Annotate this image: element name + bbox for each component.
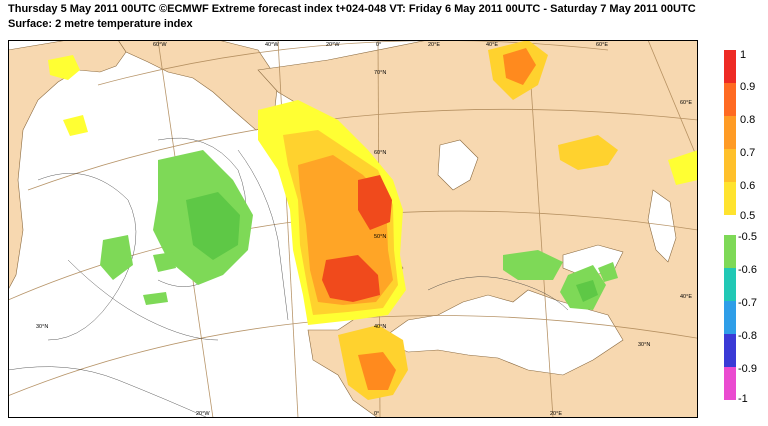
legend-tick-neg-0-6: -0.6 — [738, 264, 757, 276]
legend-tick-neg-0-8: -0.8 — [738, 330, 757, 342]
legend-warm-4 — [724, 149, 736, 182]
legend-cold-5 — [724, 367, 736, 400]
grid-label-0-bottom: 0° — [374, 411, 379, 417]
grid-label-40n: 40°N — [374, 324, 386, 330]
canada-land — [8, 40, 127, 291]
legend-cold-2 — [724, 268, 736, 301]
warm-anomaly-eurasia-east — [668, 150, 698, 185]
mediterranean-sea — [379, 289, 624, 376]
cold-anomaly-eastern-med — [598, 262, 618, 282]
grid-label-40e-right: 40°E — [680, 294, 692, 300]
legend-warm-2 — [724, 83, 736, 116]
legend-tick-neg-1: -1 — [738, 393, 748, 404]
grid-label-40w-top: 40°W — [265, 42, 279, 48]
cold-anomaly-mid-atlantic — [143, 292, 168, 305]
warm-anomaly-red-north — [358, 175, 392, 230]
colour-legend: 1 0.9 0.8 0.7 0.6 0.5 -0.5 -0.6 -0.7 -0.… — [724, 49, 757, 404]
grid-label-0-top: 0° — [376, 42, 381, 48]
warm-anomaly-canada-small — [48, 55, 80, 80]
legend-tick-neg-0-5: -0.5 — [738, 231, 757, 243]
legend-tick-neg-0-7: -0.7 — [738, 297, 757, 309]
legend-tick-0-9: 0.9 — [740, 81, 755, 93]
legend-warm-3 — [724, 116, 736, 149]
grid-label-60w-top: 60°W — [153, 42, 167, 48]
legend-cold-1 — [724, 235, 736, 268]
warm-anomaly-canada-west — [63, 115, 88, 136]
legend-cold-3 — [724, 301, 736, 334]
cold-anomaly-turkey-core — [576, 280, 598, 302]
legend-warm-1 — [724, 50, 736, 83]
grid-label-20w-top: 20°W — [326, 42, 340, 48]
grid-label-60n: 60°N — [374, 150, 386, 156]
baltic-sea — [437, 139, 479, 191]
warm-anomaly-red-biscay — [322, 255, 380, 302]
cold-anomaly-atlantic-core — [186, 192, 240, 260]
grid-label-30n-left: 30°N — [36, 324, 48, 330]
greenland-land — [117, 40, 279, 131]
legend-tick-0-5: 0.5 — [740, 210, 755, 222]
grid-label-60e-top: 60°E — [596, 42, 608, 48]
grid-label-70n: 70°N — [374, 70, 386, 76]
header-title: Thursday 5 May 2011 00UTC ©ECMWF Extreme… — [8, 3, 696, 15]
grid-label-20e-top: 20°E — [428, 42, 440, 48]
legend-tick-0-8: 0.8 — [740, 114, 755, 126]
header-subtitle: Surface: 2 metre temperature index — [8, 18, 193, 30]
legend-tick-0-7: 0.7 — [740, 147, 755, 159]
legend-tick-0-6: 0.6 — [740, 180, 755, 192]
grid-label-20e-bottom: 20°E — [550, 411, 562, 417]
efi-map: 60°W 40°W 20°W 0° 20°E 40°E 60°E 70°N 60… — [8, 40, 698, 418]
legend-warm-5 — [724, 182, 736, 215]
grid-label-40e-top: 40°E — [486, 42, 498, 48]
warm-anomaly-russia — [558, 135, 618, 170]
cold-anomaly-atlantic-south — [153, 252, 176, 272]
legend-cold-4 — [724, 334, 736, 367]
grid-label-30n-right: 30°N — [638, 342, 650, 348]
legend-tick-1: 1 — [740, 49, 746, 61]
grid-label-20w-bottom: 20°W — [196, 411, 210, 417]
warm-anomaly-scandinavia-core — [503, 48, 536, 85]
map-frame — [8, 40, 698, 418]
grid-label-50n: 50°N — [374, 234, 386, 240]
cold-anomaly-atlantic-west — [100, 235, 133, 280]
legend-tick-neg-0-9: -0.9 — [738, 363, 757, 375]
cold-anomaly-balkans — [503, 250, 563, 280]
caspian-sea — [647, 189, 677, 263]
warm-anomaly-iberia-core — [358, 352, 396, 390]
grid-label-60e-right: 60°E — [680, 100, 692, 106]
